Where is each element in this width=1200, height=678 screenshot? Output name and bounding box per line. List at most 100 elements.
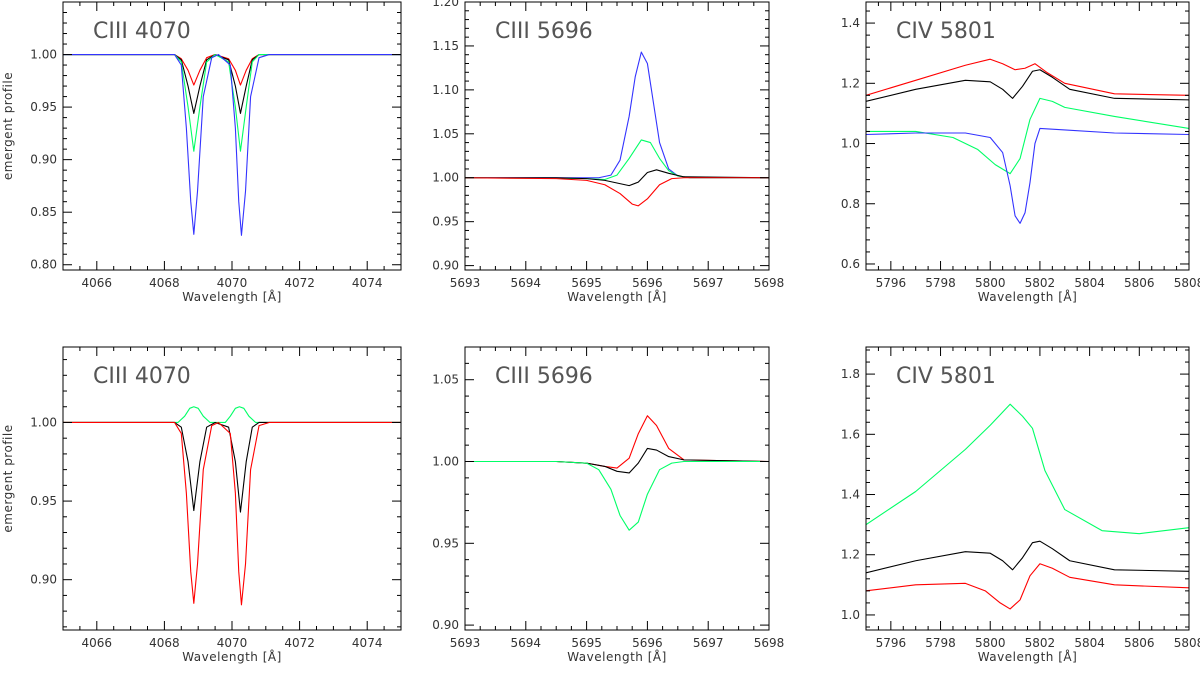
series-line-blue (63, 53, 401, 236)
x-axis-label: Wavelength [Å] (182, 649, 282, 664)
series-line-green (866, 403, 1189, 535)
x-axis-label: Wavelength [Å] (567, 649, 667, 664)
plot-frame (62, 346, 402, 631)
y-tick-label: 1.10 (432, 83, 459, 97)
x-tick-label: 4066 (82, 276, 113, 290)
series-line-black (465, 169, 769, 187)
x-tick-label: 4070 (217, 276, 248, 290)
x-tick-label: 4068 (149, 276, 180, 290)
y-tick-label: 0.90 (432, 259, 459, 273)
y-tick-label: 0.90 (432, 618, 459, 632)
y-tick-label: 1.6 (841, 427, 860, 441)
series-group (465, 51, 769, 207)
series-group (63, 406, 401, 606)
x-axis-label: Wavelength [Å] (978, 289, 1078, 304)
y-tick-label: 1.00 (432, 171, 459, 185)
y-tick-label: 1.15 (432, 39, 459, 53)
x-tick-label: 5697 (693, 276, 724, 290)
x-tick-label: 4074 (352, 636, 383, 650)
x-tick-label: 4066 (82, 636, 113, 650)
series-line-red (866, 58, 1189, 96)
x-tick-label: 5802 (1025, 276, 1056, 290)
series-line-blue (465, 51, 769, 179)
y-tick-label: 1.05 (432, 373, 459, 387)
series-line-red (63, 421, 401, 606)
x-tick-label: 5804 (1074, 636, 1105, 650)
x-tick-label: 4072 (284, 636, 315, 650)
x-tick-label: 4074 (352, 276, 383, 290)
plot-frame (865, 346, 1190, 631)
series-line-black (866, 69, 1189, 102)
y-tick-label: 0.95 (432, 215, 459, 229)
series-line-black (465, 447, 769, 474)
y-tick-label: 0.90 (30, 573, 57, 587)
series-line-blue (866, 127, 1189, 224)
panel-title: CIII 5696 (495, 364, 593, 389)
panel-title: CIII 5696 (495, 19, 593, 44)
x-axis-label: Wavelength [Å] (182, 289, 282, 304)
series-line-red (866, 563, 1189, 610)
panel-title: CIV 5801 (896, 364, 996, 389)
x-tick-label: 5695 (571, 636, 602, 650)
x-tick-label: 5800 (975, 636, 1006, 650)
x-tick-label: 4070 (217, 636, 248, 650)
series-group (866, 403, 1189, 610)
y-axis-label: emergent profile (1, 424, 15, 532)
y-tick-label: 1.00 (432, 455, 459, 469)
chart-panel-3: 5796 5798 5800 5802 5804 5806 5808 0.6 0.8 1.0 1.2… (841, 1, 1200, 304)
series-line-green (465, 139, 769, 181)
x-tick-label: 5798 (925, 276, 956, 290)
y-tick-label: 0.80 (30, 258, 57, 272)
x-axis-label: Wavelength [Å] (978, 649, 1078, 664)
chart-panel-6: 5796 5798 5800 5802 5804 5806 5808 1.0 1.2 1.4 1.6… (841, 346, 1200, 664)
y-tick-label: 0.8 (841, 197, 860, 211)
x-tick-label: 5694 (511, 276, 542, 290)
y-tick-label: 1.4 (841, 16, 860, 30)
x-tick-label: 5696 (632, 276, 663, 290)
series-line-green (63, 406, 401, 424)
series-line-green (465, 460, 769, 531)
y-tick-label: 1.0 (841, 137, 860, 151)
y-tick-label: 0.6 (841, 257, 860, 271)
series-line-red (465, 177, 769, 207)
panel-title: CIV 5801 (896, 19, 996, 44)
x-tick-label: 5696 (632, 636, 663, 650)
plot-frame (464, 346, 770, 631)
series-group (866, 58, 1189, 224)
x-tick-label: 5802 (1025, 636, 1056, 650)
series-line-black (63, 421, 401, 513)
x-tick-label: 5694 (511, 636, 542, 650)
series-line-green (63, 53, 401, 152)
panel-title: CIII 4070 (93, 19, 191, 44)
chart-panel-4: 4066 4068 4070 4072 4074 0.90 0.95 1.00 CIII 407… (1, 346, 402, 664)
y-tick-label: 0.95 (30, 100, 57, 114)
series-line-black (866, 540, 1189, 574)
x-tick-label: 5697 (693, 636, 724, 650)
x-tick-label: 5698 (754, 276, 785, 290)
panel-title: CIII 4070 (93, 364, 191, 389)
y-tick-label: 1.4 (841, 488, 860, 502)
x-tick-label: 5796 (876, 276, 907, 290)
series-line-green (866, 97, 1189, 175)
chart-panel-1: 4066 4068 4070 4072 4074 0.80 0.85 0.90 0.95 1.00… (1, 1, 402, 304)
x-tick-label: 5808 (1174, 636, 1200, 650)
series-group (63, 53, 401, 236)
y-tick-label: 0.95 (30, 494, 57, 508)
y-tick-label: 1.2 (841, 76, 860, 90)
y-tick-label: 1.8 (841, 367, 860, 381)
x-tick-label: 5804 (1074, 276, 1105, 290)
x-tick-label: 5796 (876, 636, 907, 650)
chart-panel-5: 5693 5694 5695 5696 5697 5698 0.90 0.95 1.00 1.05… (432, 346, 784, 664)
x-tick-label: 5808 (1174, 276, 1200, 290)
x-tick-label: 5798 (925, 636, 956, 650)
y-tick-label: 0.95 (432, 536, 459, 550)
series-group (465, 415, 769, 531)
x-tick-label: 5800 (975, 276, 1006, 290)
x-tick-label: 5806 (1124, 636, 1155, 650)
x-axis-label: Wavelength [Å] (567, 289, 667, 304)
y-tick-label: 0.90 (30, 153, 57, 167)
chart-panel-2: 5693 5694 5695 5696 5697 5698 0.90 0.95 1.00 1.05… (432, 0, 784, 304)
y-tick-label: 1.00 (30, 48, 57, 62)
x-tick-label: 5693 (450, 636, 481, 650)
